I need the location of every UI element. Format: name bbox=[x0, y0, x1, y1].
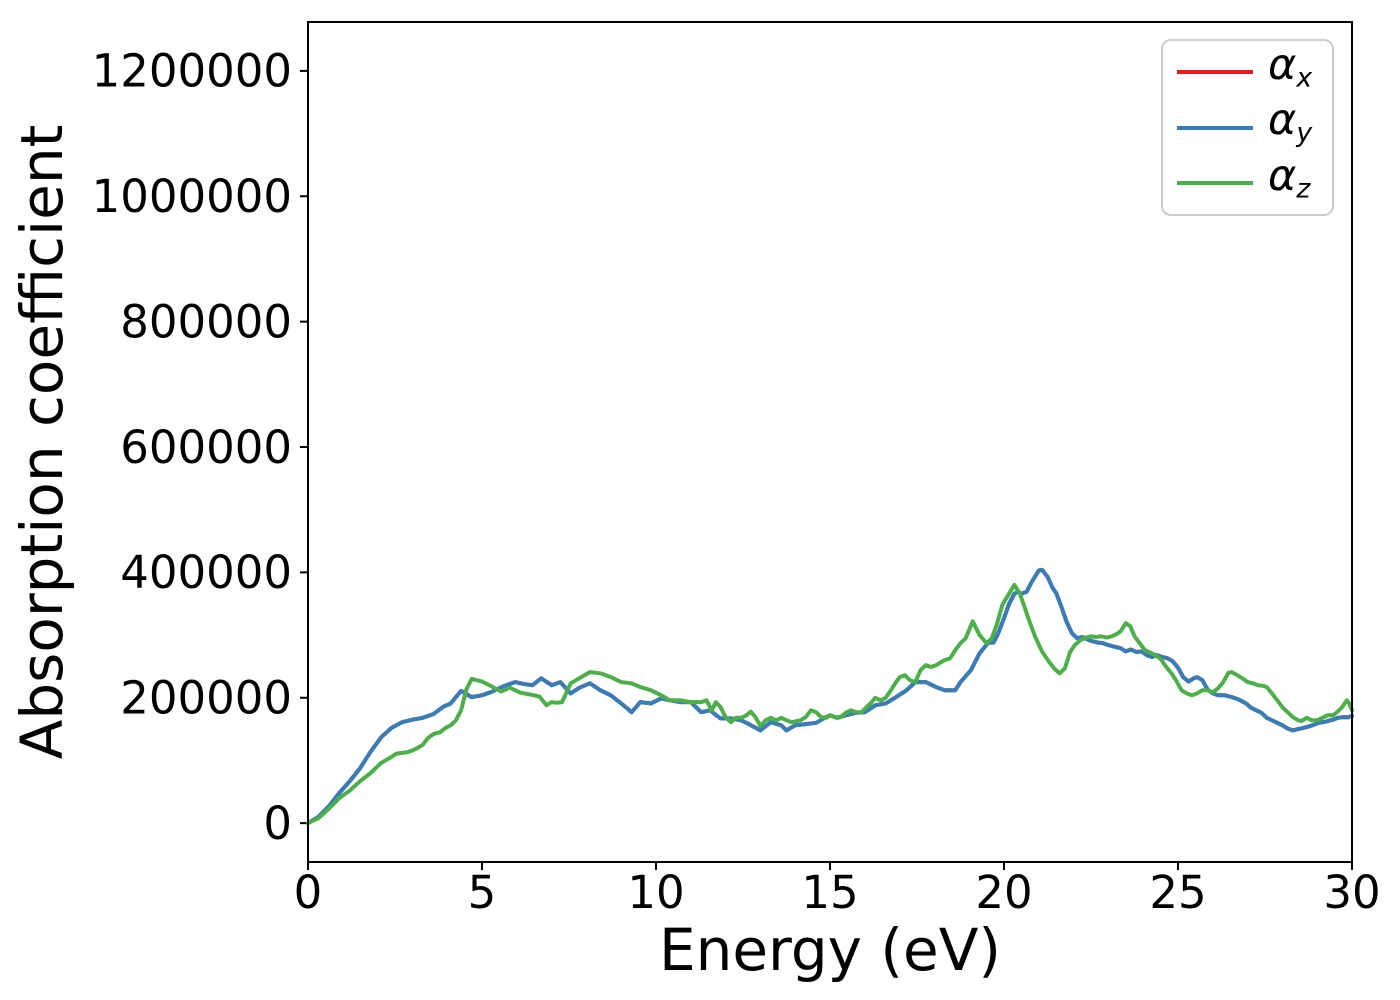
legend-row-alpha-y: αy bbox=[1163, 95, 1332, 155]
legend-line-alpha-z-icon bbox=[1177, 181, 1253, 186]
plot-border bbox=[307, 21, 1353, 863]
legend-row-alpha-x: αx bbox=[1163, 39, 1332, 99]
y-axis-label: Absorption coefficient bbox=[8, 125, 76, 760]
series-line-alpha_y bbox=[306, 567, 1354, 826]
x-tick-label: 30 bbox=[1323, 866, 1380, 919]
legend-label-alpha-x: αx bbox=[1268, 39, 1313, 94]
x-axis-label: Energy (eV) bbox=[659, 916, 1001, 984]
legend-row-alpha-z: αz bbox=[1163, 151, 1332, 210]
y-tick-label: 600000 bbox=[120, 421, 292, 474]
tick-labels: 0 5 10 15 20 25 30 0 200000 400000 600000 800000 100… bbox=[92, 45, 1381, 919]
y-tick-label: 0 bbox=[263, 797, 292, 850]
y-tick-label: 400000 bbox=[120, 546, 292, 599]
legend: αx αy αz bbox=[1161, 39, 1334, 216]
legend-label-alpha-z: αz bbox=[1268, 151, 1311, 205]
y-tick-label: 1200000 bbox=[92, 45, 292, 98]
x-tick-label: 0 bbox=[294, 866, 323, 919]
y-tick-label: 1000000 bbox=[92, 170, 292, 223]
legend-line-alpha-y-icon bbox=[1177, 125, 1253, 130]
legend-line-alpha-x-icon bbox=[1177, 69, 1253, 74]
x-tick-label: 20 bbox=[975, 866, 1032, 919]
axis-ticks bbox=[300, 69, 1353, 870]
x-tick-label: 5 bbox=[468, 866, 497, 919]
x-tick-label: 25 bbox=[1149, 866, 1206, 919]
plot-series bbox=[306, 567, 1354, 826]
x-tick-label: 15 bbox=[801, 866, 858, 919]
y-tick-label: 800000 bbox=[120, 295, 292, 348]
legend-label-alpha-y: αy bbox=[1268, 95, 1313, 149]
series-line-alpha_z bbox=[306, 582, 1354, 826]
y-tick-label: 200000 bbox=[120, 672, 292, 725]
x-tick-label: 10 bbox=[627, 866, 684, 919]
